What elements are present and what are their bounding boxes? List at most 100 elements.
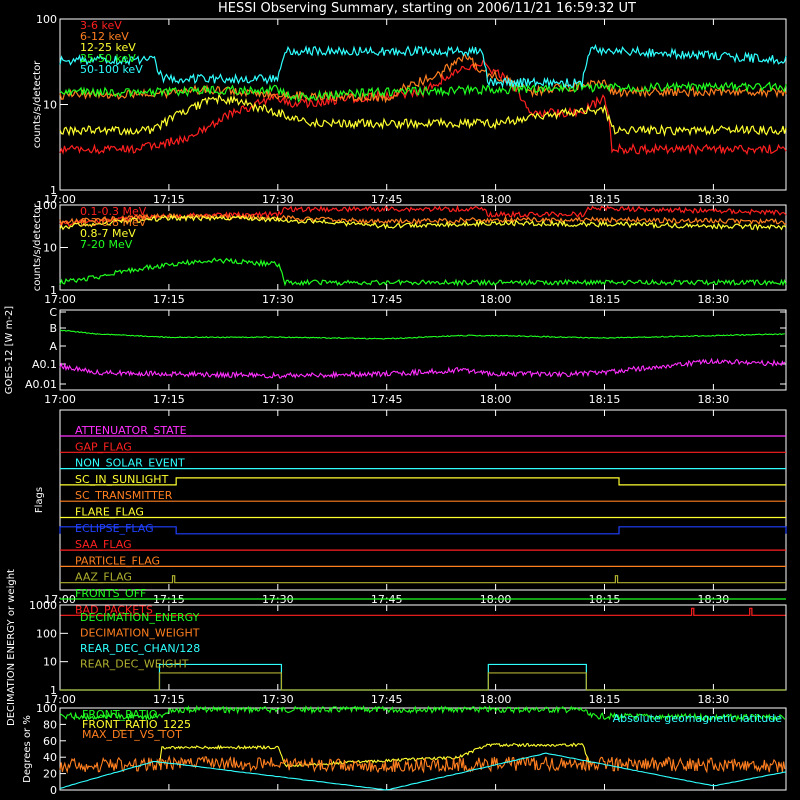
- flag-label: FLARE_FLAG: [75, 506, 144, 519]
- panel3-xlabel: 18:15: [589, 393, 621, 406]
- panel3-frame: [59, 309, 787, 391]
- panel6-ytick-label: 20: [43, 768, 57, 781]
- panel5-xlabel: 18:30: [698, 693, 730, 706]
- panel1-frame: [59, 18, 787, 191]
- panel2-series-line: [59, 213, 787, 231]
- panel5-legend-item: DECIMATION_WEIGHT: [80, 627, 200, 640]
- flag-label: FRONTS_OFF: [75, 587, 146, 600]
- panel5-legend-item: REAR_DEC_CHAN/128: [80, 642, 200, 655]
- panel5-xlabel: 17:15: [153, 693, 185, 706]
- panel6-legend-item: FRONT_RATIO: [82, 708, 158, 721]
- panel2-legend-item: 0.8-7 MeV: [80, 227, 136, 240]
- panel1-legend-item: 50-100 keV: [80, 63, 143, 76]
- panel1-series-line: [59, 81, 787, 103]
- panel6-ytick-label: 80: [43, 718, 57, 731]
- panel3-ylabel: GOES-12 [W m-2]: [4, 306, 15, 394]
- panel5-group: 17:00 17:15 17:30 17:45 18:00 18:15 18:30 DECIM…: [6, 569, 787, 726]
- panel1-legend-item: 12-25 keV: [80, 41, 136, 54]
- panel2-ytick-label: 100: [36, 199, 57, 212]
- panel2-ytick-label: 1: [50, 284, 57, 297]
- panel1-series-line: [59, 59, 787, 156]
- panel2-group: 17:00 17:15 17:30 17:45 18:00 18:15 18:30 count…: [32, 199, 787, 306]
- panel1-legend-item: 25-50 keV: [80, 52, 136, 65]
- panel5-ylabel: DECIMATION ENERGY or weight: [6, 569, 17, 726]
- panel1-series-line: [59, 92, 787, 137]
- panel1-ytick-label: 100: [36, 13, 57, 26]
- figure-title: HESSI Observing Summary, starting on 200…: [218, 1, 636, 16]
- flag-label: NON_SOLAR_EVENT: [75, 457, 185, 470]
- panel1-xlabel: 17:30: [262, 193, 294, 206]
- panel2-series-line: [59, 257, 787, 287]
- panel1-xlabel: 18:00: [480, 193, 512, 206]
- panel3-xlabel: 18:00: [480, 393, 512, 406]
- panel2-xlabel: 18:00: [480, 293, 512, 306]
- panel6-series-line: [158, 742, 590, 768]
- panel3-ytick-label: C: [49, 306, 57, 319]
- panel6-series-line: [59, 752, 787, 791]
- panel5-series-line: [60, 672, 786, 691]
- panel2-xlabel: 17:45: [371, 293, 403, 306]
- panel3-ytick-label: B: [49, 322, 57, 335]
- panel5-ytick-label: 1: [50, 684, 57, 697]
- panel6-annotation: Absolute geomagnetic latitude: [613, 712, 783, 725]
- panel1-xlabel: 17:00: [44, 193, 76, 206]
- panel3-xlabel: 18:30: [698, 393, 730, 406]
- panel3-xlabel: 17:45: [371, 393, 403, 406]
- panel6-ytick-label: 100: [36, 702, 57, 715]
- panel2-frame: [59, 204, 787, 291]
- panel6-frame: [59, 707, 787, 791]
- panel6-ylabel: Degrees or %: [22, 715, 33, 783]
- panel3-group: 17:00 17:15 17:30 17:45 18:00 18:15 18:30 GOES-…: [4, 306, 787, 406]
- flags-group: 17:00 17:15 17:30 17:45 18:00 18:15 18:30Flags…: [34, 409, 787, 616]
- panels: 17:00 17:15 17:30 17:45 18:00 18:15 18:30 count…: [4, 13, 787, 797]
- panel1-xlabel: 18:30: [698, 193, 730, 206]
- panel1-ytick-label: 1: [50, 184, 57, 197]
- panel1-legend-item: 6-12 keV: [80, 30, 129, 43]
- panel6-series-line: [59, 754, 786, 774]
- flag-label: ATTENUATOR_STATE: [75, 424, 187, 437]
- flag-label: ECLIPSE_FLAG: [75, 522, 154, 535]
- panel2-xlabel: 17:00: [44, 293, 76, 306]
- panel3-xlabel: 17:00: [44, 393, 76, 406]
- flag-line: [59, 526, 787, 535]
- flag-label: GAP_FLAG: [75, 440, 132, 453]
- panel6-group: Degrees or % 0 20 40 60 80 100 FRONT_RATIOFRONT…: [22, 702, 787, 797]
- panel5-xlabel: 17:45: [371, 693, 403, 706]
- panel1-ylabel: counts/s/detector: [32, 60, 43, 148]
- panel6-legend-item: MAX_DET_VS_TOT: [82, 728, 182, 741]
- panel1-series-line: [59, 54, 787, 104]
- flag-label: SC_IN_SUNLIGHT: [75, 473, 169, 486]
- panel1-series-line: [59, 43, 787, 89]
- panel2-ylabel: counts/s/detector: [32, 203, 43, 291]
- panel2-xlabel: 18:30: [698, 293, 730, 306]
- panel1-xlabel: 18:15: [589, 193, 621, 206]
- panel5-legend-item: REAR_DEC_WEIGHT: [80, 658, 189, 671]
- flag-line: [60, 575, 786, 584]
- panel2-series-line: [59, 204, 787, 228]
- panel2-legend-item: 0.3-0.8 MeV: [80, 216, 147, 229]
- panel3-goes-line: [59, 329, 785, 340]
- panel5-xlabel: 17:30: [262, 693, 294, 706]
- panel1-group: 17:00 17:15 17:30 17:45 18:00 18:15 18:30 count…: [32, 13, 787, 206]
- flag-label: PARTICLE_FLAG: [75, 554, 160, 567]
- flag-label: SAA_FLAG: [75, 538, 132, 551]
- panel5-ytick-label: 1000: [29, 599, 57, 612]
- panel3-xlabel: 17:30: [262, 393, 294, 406]
- panel2-legend-item: 7-20 MeV: [80, 238, 133, 251]
- panel5-ytick-label: 10: [43, 656, 57, 669]
- panel6-ytick-label: 40: [43, 751, 57, 764]
- panel6-ytick-label: 0: [50, 784, 57, 797]
- flags-ylabel: Flags: [34, 487, 45, 513]
- panel3-ytick-label: A0.01: [25, 378, 57, 391]
- panel5-ytick-label: 100: [36, 627, 57, 640]
- panel1-xlabel: 17:45: [371, 193, 403, 206]
- panel2-xlabel: 17:15: [153, 293, 185, 306]
- panel6-series-line: [59, 704, 786, 723]
- panel5-xlabel: 18:15: [589, 693, 621, 706]
- panel3-ytick-label: A0.1: [32, 358, 57, 371]
- panel2-xlabel: 18:15: [589, 293, 621, 306]
- panel6-legend-item: FRONT_RATIO_1225: [82, 718, 191, 731]
- flags-frame: [59, 409, 787, 591]
- panel3-xlabel: 17:15: [153, 393, 185, 406]
- panel1-ytick-label: 10: [43, 99, 57, 112]
